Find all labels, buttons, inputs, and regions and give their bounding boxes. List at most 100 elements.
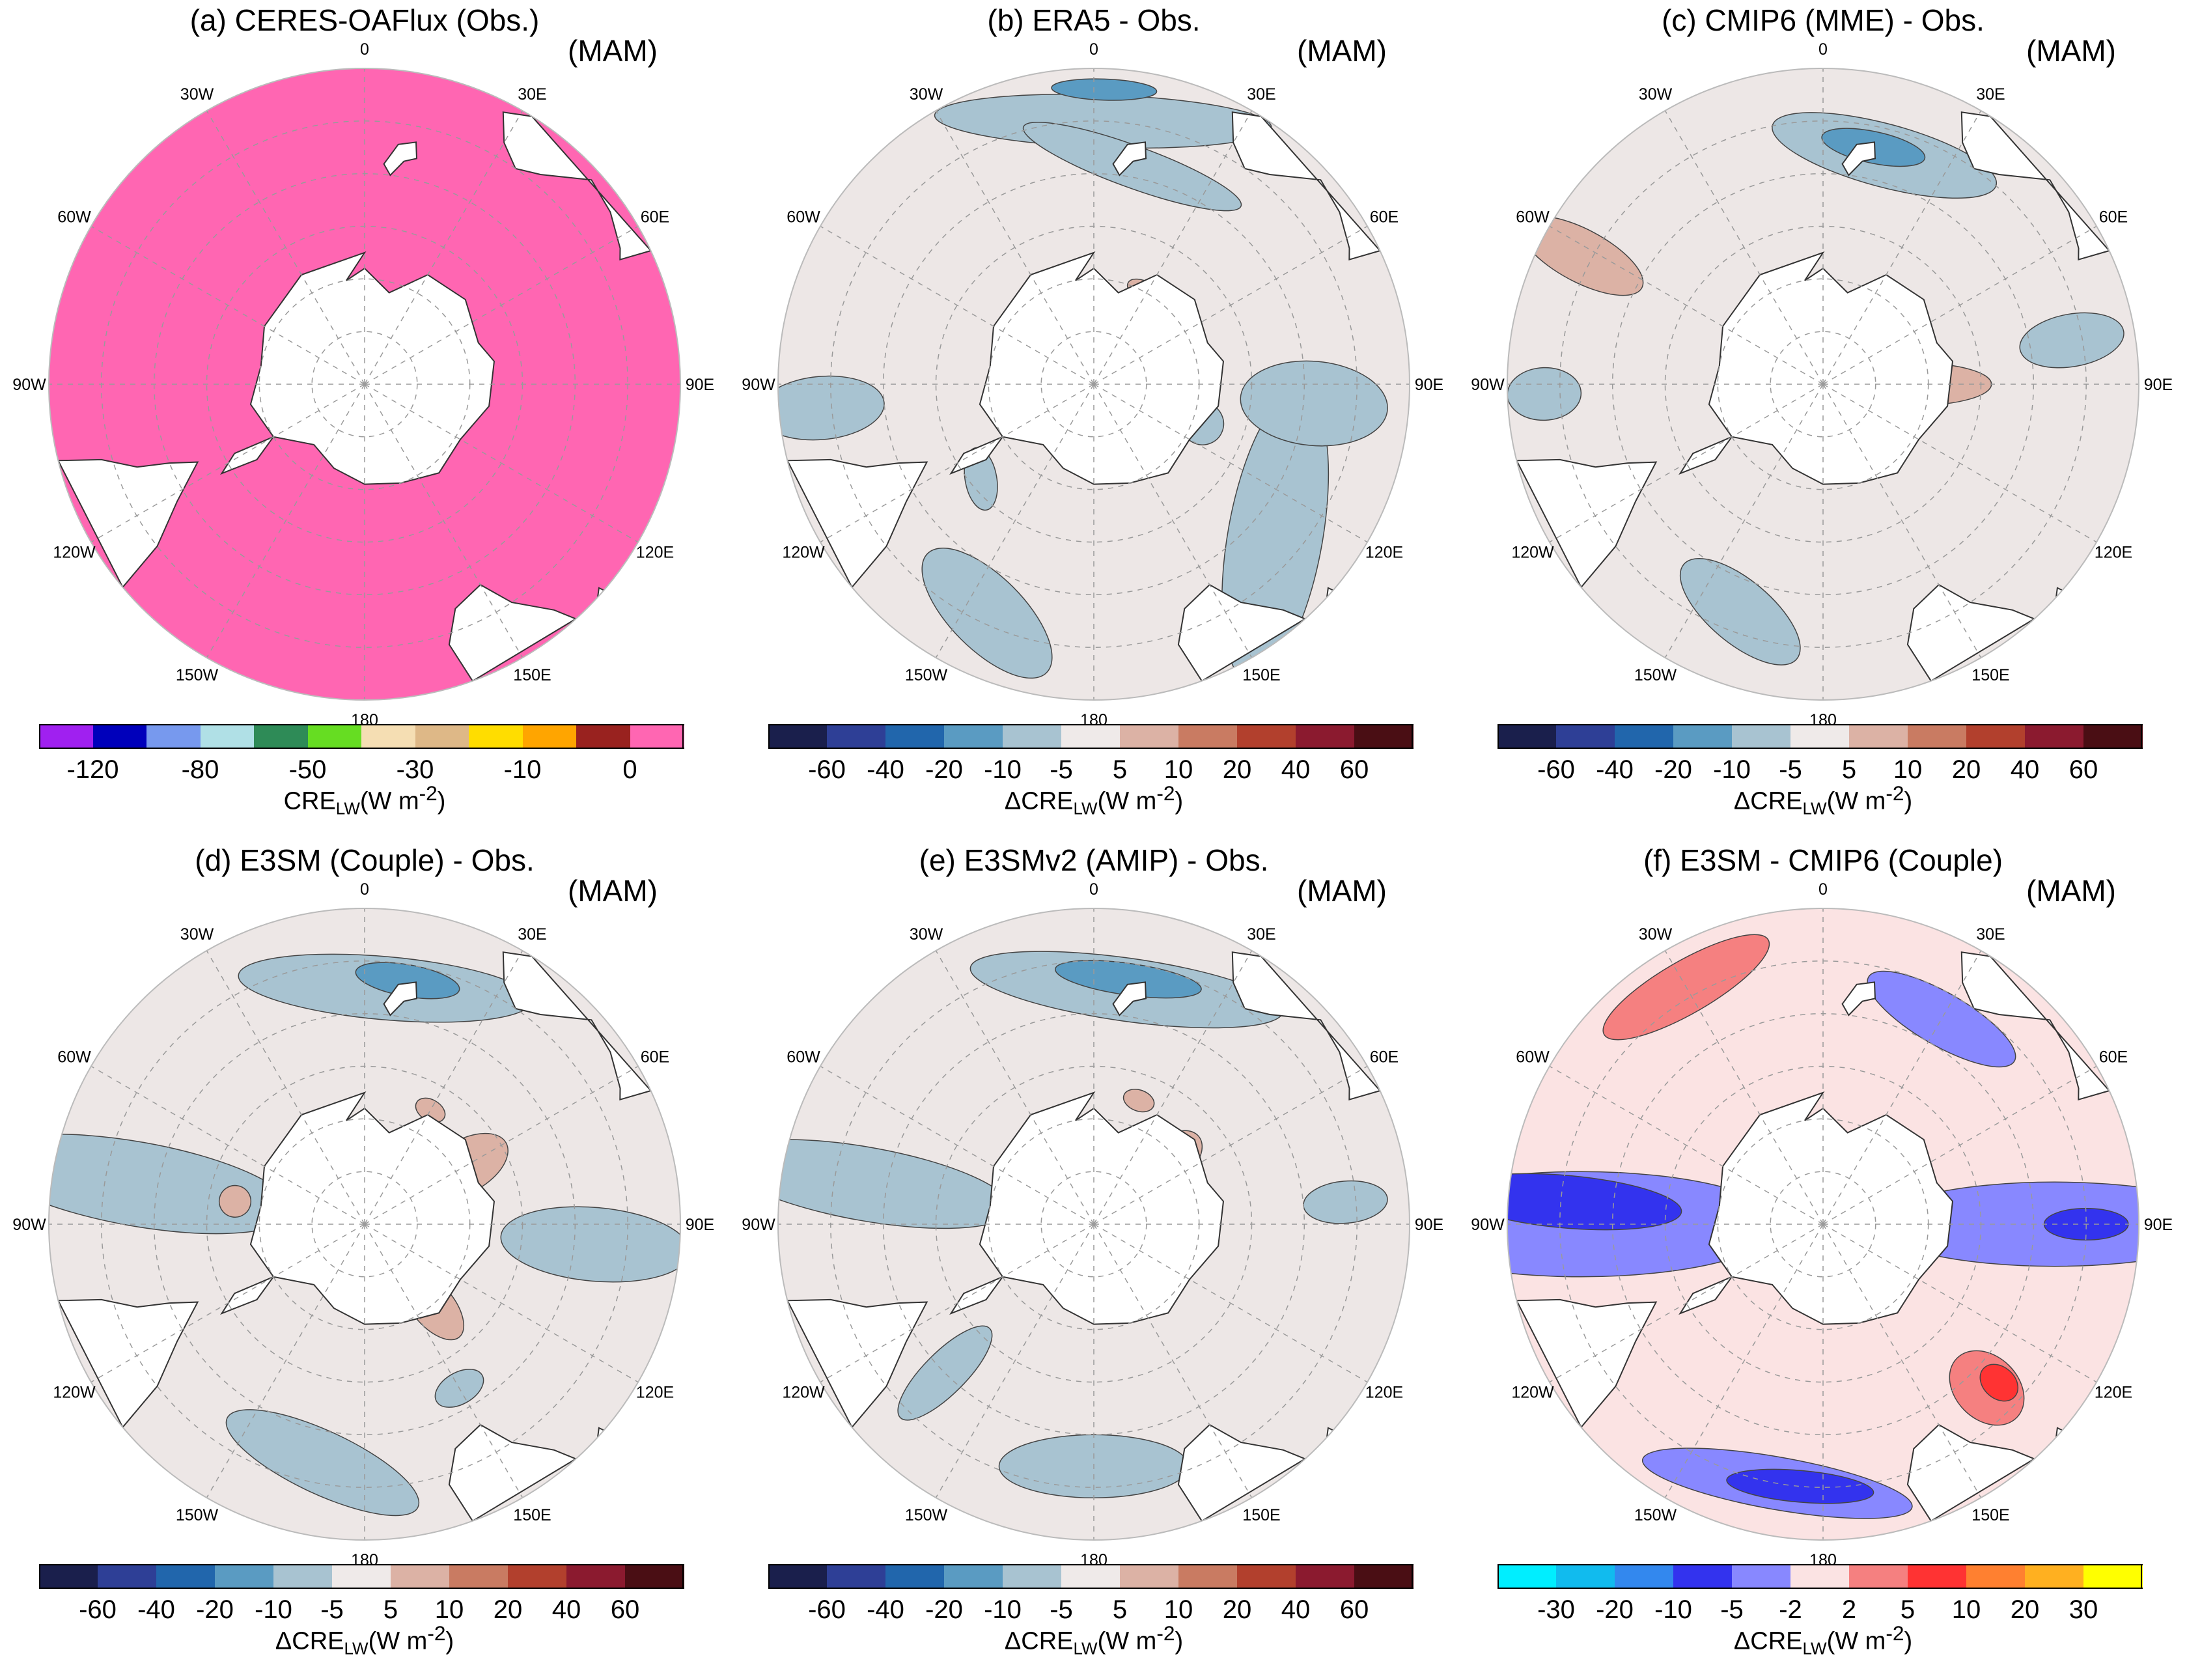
colorbar-swatch [630, 724, 684, 749]
meridian-line [364, 225, 639, 385]
colorbar-tick-label: -10 [984, 1595, 1022, 1624]
colorbar-tick-label: -20 [925, 1595, 963, 1624]
colorbar-swatch [2025, 724, 2084, 749]
colorbar-swatch [92, 724, 147, 749]
colorbar-swatch [1354, 1564, 1414, 1589]
longitude-label: 30W [1639, 85, 1673, 104]
map-panel-d: (d) E3SM (Couple) - Obs. (MAM) 0 30E 60E 90… [0, 840, 729, 1680]
africa-land [1177, 1423, 1307, 1522]
new-zealand-land [1112, 141, 1147, 176]
colorbar-tick-label: 40 [2010, 755, 2040, 784]
anomaly-region [1726, 1468, 1874, 1504]
meridian-line [364, 950, 523, 1225]
colorbar-swatch [1497, 1564, 1557, 1589]
colorbar-tick-label: 5 [1112, 755, 1128, 784]
cb-label-sub: LW [1802, 1638, 1827, 1659]
colorbar-tick-label: -40 [867, 755, 904, 784]
colorbar-tick-label: -60 [79, 1595, 117, 1624]
cb-label-exp: -2 [1156, 1621, 1175, 1645]
australia-land [502, 111, 652, 261]
cb-label-prefix: ΔCRE [1004, 787, 1074, 815]
colorbar-tick-label: 40 [1281, 1595, 1311, 1624]
map-boundary [48, 68, 681, 701]
colorbar-swatch [156, 1564, 216, 1589]
longitude-label: 0 [360, 40, 369, 59]
map-boundary [1507, 908, 2139, 1541]
season-label: (MAM) [2026, 874, 2116, 908]
meridian-line [206, 110, 365, 385]
meridian-line [1093, 1224, 1368, 1383]
colorbar-swatch [1673, 1564, 1733, 1589]
colorbar-tick-label: -5 [1720, 1595, 1744, 1624]
cb-label-exp: -2 [1886, 781, 1904, 805]
meridian-line [1549, 384, 1824, 543]
longitude-label: 120E [2095, 1384, 2132, 1402]
panel-title: (b) ERA5 - Obs. [987, 3, 1201, 37]
longitude-label: 60W [787, 208, 820, 227]
meridian-line [1822, 384, 2097, 543]
cb-label-unit: (W m [1097, 1627, 1157, 1655]
colorbar-label: ΔCRELW(W m-2) [0, 1621, 729, 1659]
meridian-line [1093, 384, 1253, 658]
colorbar: -30 -20 -10 -5 -2 2 5 10 20 30 [1497, 1564, 2143, 1624]
map-panel-e: (e) E3SMv2 (AMIP) - Obs. (MAM) 0 30E 60E 90… [729, 840, 1458, 1680]
longitude-label: 120E [636, 544, 674, 562]
cb-label-close: ) [1904, 787, 1913, 815]
longitude-label: 30E [1976, 85, 2005, 104]
season-label: (MAM) [2026, 34, 2116, 68]
australia-land [1231, 951, 1382, 1101]
cb-label-close: ) [1904, 1627, 1913, 1655]
colorbar-tick-label: -40 [137, 1595, 175, 1624]
colorbar-swatch [625, 1564, 684, 1589]
longitude-label: 60E [641, 1048, 669, 1067]
cb-label-unit: (W m [359, 787, 419, 815]
colorbar-swatch [827, 724, 886, 749]
australia-land [1960, 951, 2111, 1101]
longitude-label: 0 [1089, 880, 1098, 899]
australia-land [502, 951, 652, 1101]
meridian-line [364, 384, 639, 543]
colorbar-swatch [944, 724, 1003, 749]
longitude-label: 0 [1818, 40, 1828, 59]
longitude-label: 120E [636, 1384, 674, 1402]
colorbar-swatch [1296, 1564, 1355, 1589]
cb-label-exp: -2 [427, 1621, 446, 1645]
colorbar-tick-label: 20 [1951, 755, 1981, 784]
colorbar-swatch [1061, 1564, 1121, 1589]
colorbar-swatch [768, 1564, 828, 1589]
anomaly-region [897, 1325, 993, 1421]
colorbar-tick-label: -50 [288, 755, 327, 784]
colorbar-tick-label: 20 [493, 1595, 523, 1624]
meridian-line [91, 384, 365, 543]
longitude-label: 60E [1370, 1048, 1399, 1067]
africa-land [1906, 583, 2036, 682]
anomaly-region [1240, 360, 1388, 447]
colorbar-swatch [200, 724, 255, 749]
longitude-label: 30E [1247, 925, 1275, 944]
cb-label-exp: -2 [419, 781, 438, 805]
meridian-line [1549, 1224, 1824, 1383]
cb-label-unit: (W m [368, 1627, 428, 1655]
colorbar-tick-label: -10 [255, 1595, 292, 1624]
colorbar-tick-label: -5 [320, 1595, 344, 1624]
longitude-label: 60E [2099, 208, 2128, 227]
colorbar-tick-label: -60 [1537, 755, 1575, 784]
colorbar-tick-label: -120 [66, 755, 119, 784]
colorbar-swatch [885, 724, 945, 749]
anomaly-region [218, 1184, 252, 1218]
colorbar: -60 -40 -20 -10 -5 5 10 20 40 60 [768, 724, 1414, 784]
colorbar-swatch [1556, 1564, 1615, 1589]
new-zealand-land [383, 981, 418, 1016]
longitude-label: 90E [2144, 376, 2173, 394]
longitude-label: 60E [2099, 1048, 2128, 1067]
map-panel-f: (f) E3SM - CMIP6 (Couple) (MAM) 0 30E 60E 9… [1458, 840, 2187, 1680]
colorbar-swatch [566, 1564, 626, 1589]
colorbar-swatch [1732, 1564, 1791, 1589]
cb-label-close: ) [445, 1627, 454, 1655]
colorbar-tick-label: 30 [2069, 1595, 2098, 1624]
meridian-line [364, 1224, 523, 1498]
colorbar-tick-label: 60 [1339, 1595, 1369, 1624]
